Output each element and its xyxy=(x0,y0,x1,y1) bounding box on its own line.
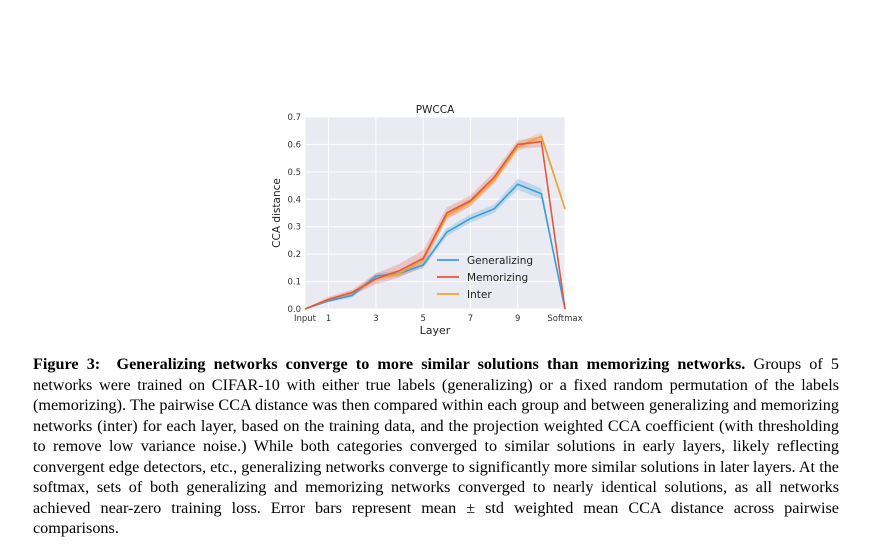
figure: 0.0 0.1 0.2 0.3 0.4 0.5 0.6 0.7 Input 1 3 5 7 9 Softma… xyxy=(271,104,583,337)
x-tick-label: Softmax xyxy=(547,314,582,324)
legend-label-inter: Inter xyxy=(467,289,492,301)
y-tick-label: 0.1 xyxy=(287,278,301,288)
x-tick-label: 5 xyxy=(420,314,425,324)
y-tick-label: 0.6 xyxy=(287,140,301,150)
chart-title: PWCCA xyxy=(416,104,455,116)
caption-body: Groups of 5 networks were trained on CIF… xyxy=(33,355,840,537)
y-tick-label: 0.4 xyxy=(287,195,301,205)
error-band-generalizing xyxy=(305,178,565,309)
y-tick-label: 0.3 xyxy=(287,223,301,233)
legend-label-generalizing: Generalizing xyxy=(467,255,533,267)
caption-heading: Generalizing networks converge to more s… xyxy=(116,355,746,373)
plot-background xyxy=(305,117,565,309)
legend-label-memorizing: Memorizing xyxy=(467,272,528,284)
x-tick-label: Input xyxy=(294,314,317,324)
x-tick-label: 1 xyxy=(326,314,331,324)
pwcca-line-chart: 0.0 0.1 0.2 0.3 0.4 0.5 0.6 0.7 Input 1 3 5 7 9 Softma… xyxy=(271,104,583,337)
y-tick-label: 0.7 xyxy=(287,113,301,123)
y-tick-label: 0.5 xyxy=(287,168,301,178)
y-tick-label: 0.2 xyxy=(287,250,301,260)
series-lines xyxy=(304,135,566,310)
x-tick-label: 7 xyxy=(468,314,473,324)
x-tick-label: 9 xyxy=(515,314,520,324)
x-tick-label: 3 xyxy=(373,314,378,324)
caption-label: Figure 3: xyxy=(33,355,101,373)
x-axis-label: Layer xyxy=(420,324,451,337)
y-tick-label: 0.0 xyxy=(287,305,301,315)
error-bands xyxy=(305,132,565,309)
figure-caption: Figure 3: Generalizing networks converge… xyxy=(33,354,839,539)
y-axis-label: CCA distance xyxy=(271,178,283,248)
legend: Generalizing Memorizing Inter xyxy=(437,255,533,301)
series-line-generalizing xyxy=(304,183,566,310)
series-line-memorizing xyxy=(304,140,566,310)
tick-labels: 0.0 0.1 0.2 0.3 0.4 0.5 0.6 0.7 Input 1 3 5 7 9 Softma… xyxy=(287,113,582,324)
